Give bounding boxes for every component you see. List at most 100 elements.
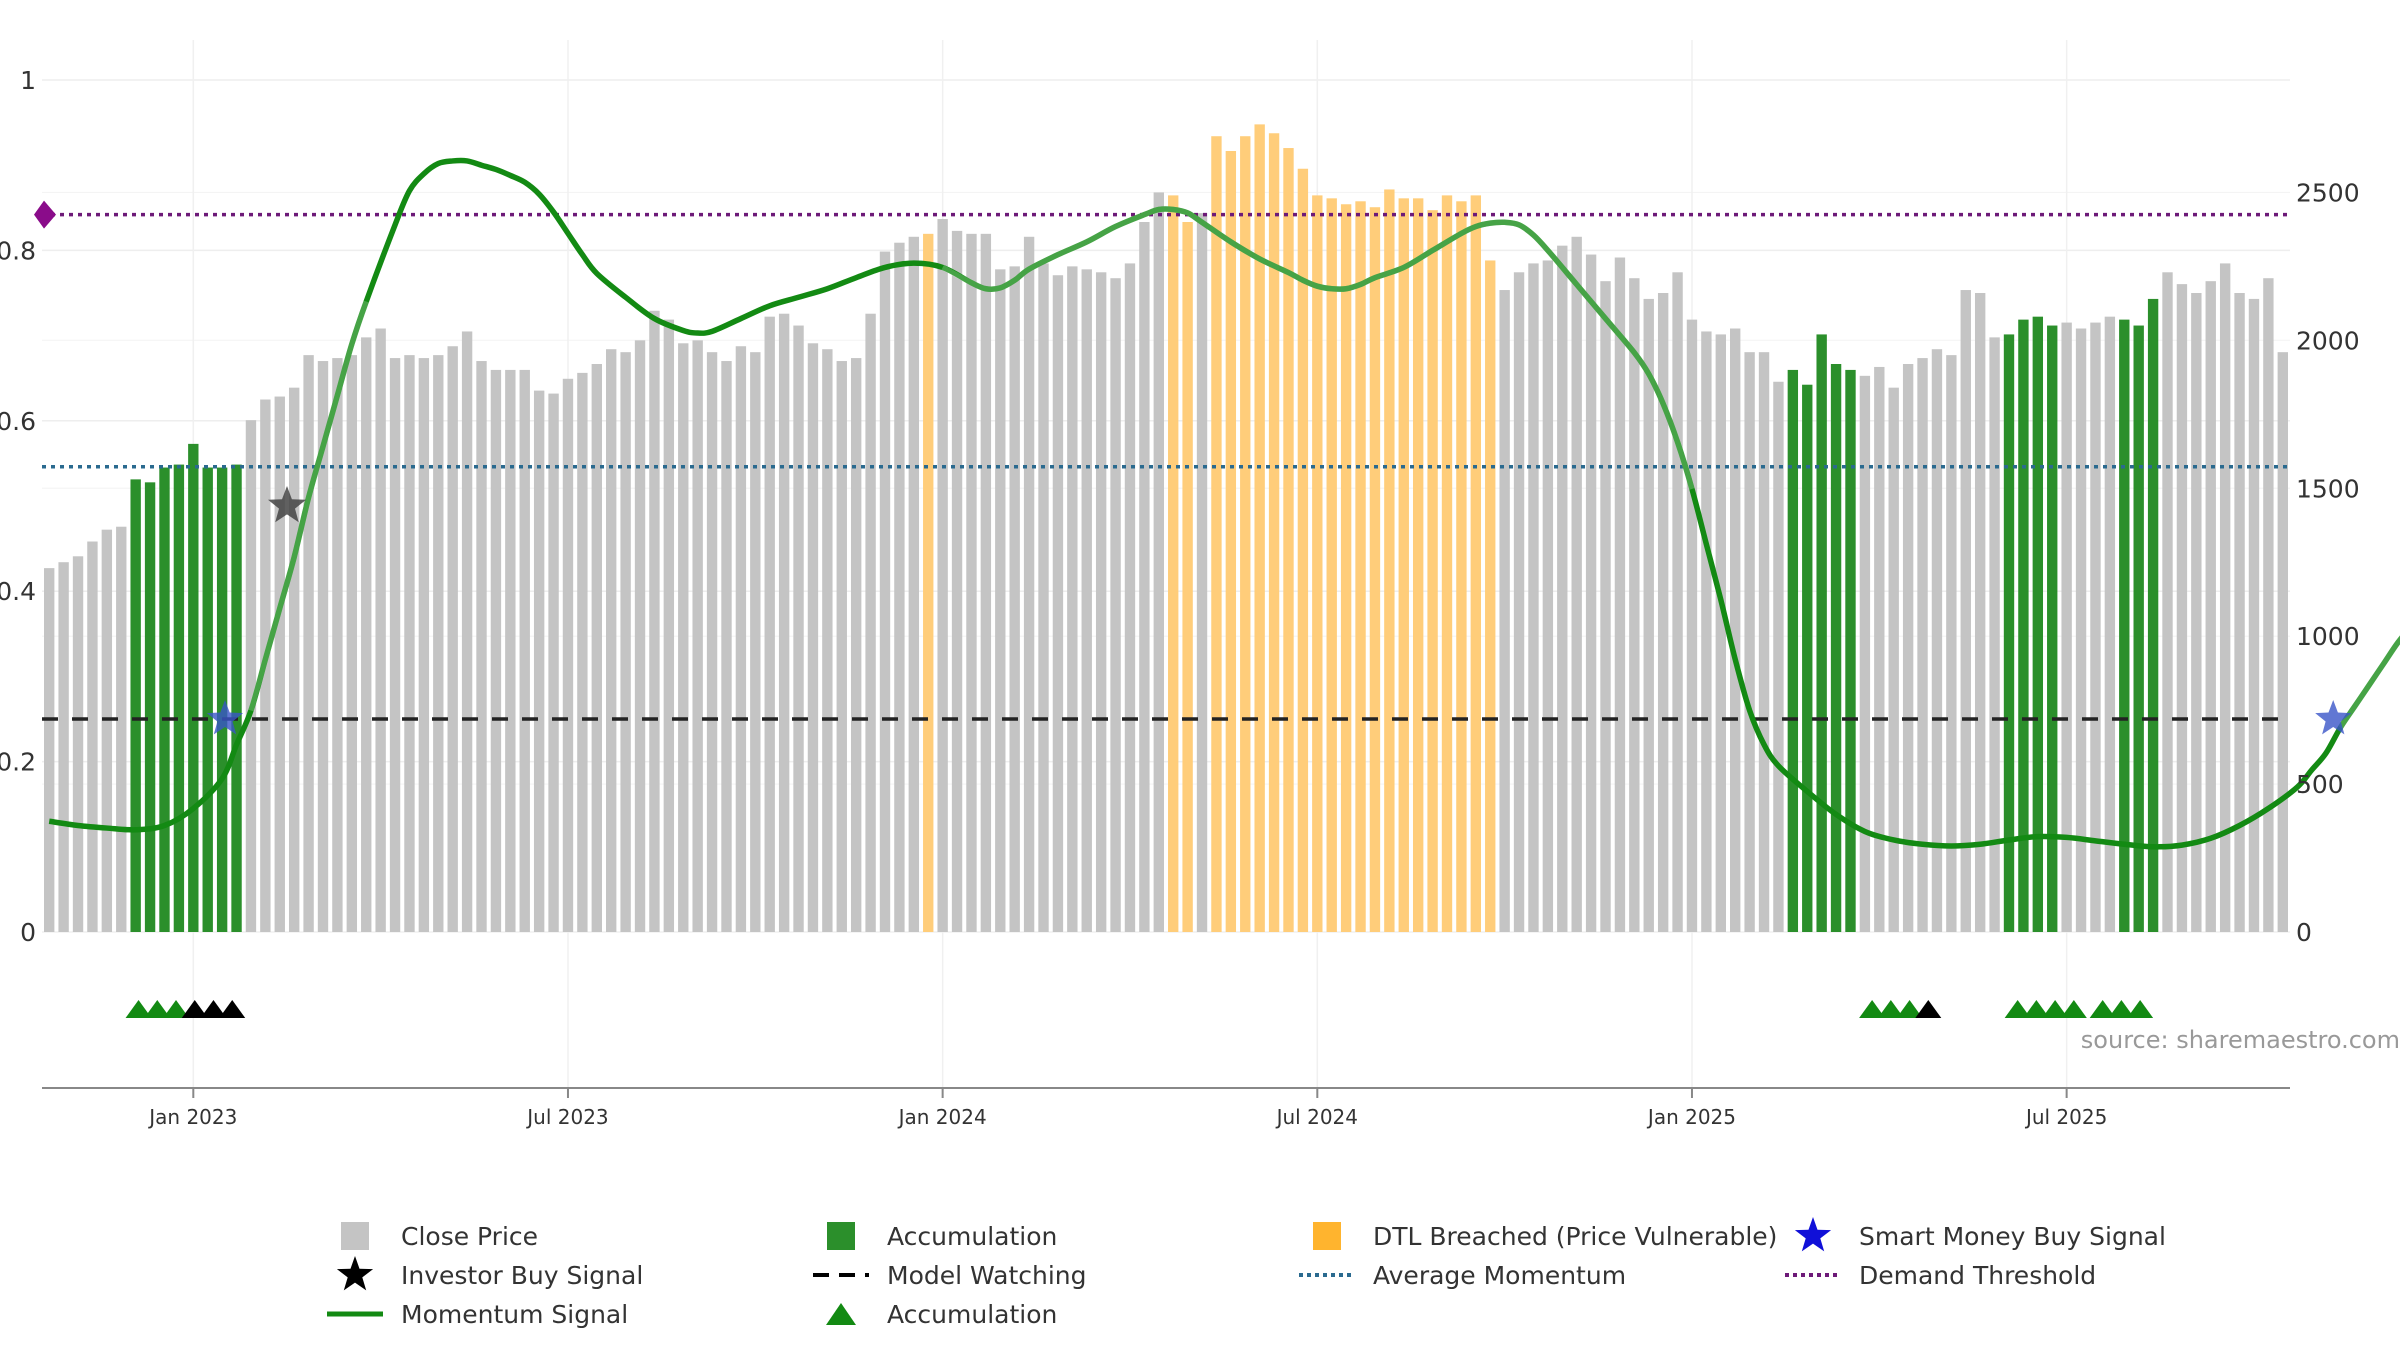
price-bar	[2219, 263, 2231, 933]
price-bar	[1196, 213, 1208, 932]
accumulation-triangle	[125, 1000, 152, 1018]
price-bar	[476, 361, 487, 933]
left-axis-tick-label: 0.4	[0, 577, 36, 606]
price-bar	[274, 396, 285, 933]
accumulation-triangle	[1915, 1000, 1942, 1018]
price-bar	[663, 319, 675, 932]
price-bar	[865, 313, 876, 932]
price-bar	[807, 343, 819, 933]
price-bar	[735, 346, 747, 932]
price-bar	[1312, 195, 1323, 932]
accumulation-triangle	[2108, 1000, 2135, 1018]
investor-buy-star	[268, 486, 306, 523]
price-bar	[1412, 198, 1424, 933]
price-bar	[2119, 319, 2130, 932]
price-bar	[1888, 387, 1899, 933]
demand-diamond-icon	[34, 200, 56, 229]
price-bar	[130, 479, 141, 932]
price-bar	[447, 346, 458, 932]
price-bar	[1355, 201, 1366, 932]
price-bar	[346, 355, 358, 932]
price-bar	[1701, 331, 1712, 932]
right-axis-tick-label: 2500	[2296, 178, 2360, 207]
price-bar	[1441, 195, 1453, 932]
price-bar	[822, 349, 833, 932]
price-bar	[2075, 328, 2087, 932]
price-bar	[1369, 207, 1381, 933]
price-bar	[1297, 168, 1309, 932]
price-bar	[951, 230, 963, 932]
price-bar	[44, 568, 55, 932]
accumulation-triangle	[2127, 1000, 2154, 1018]
price-bar	[1528, 263, 1539, 933]
price-bar	[490, 369, 502, 933]
price-bar	[606, 349, 617, 932]
price-bar	[1340, 204, 1352, 932]
price-bar	[2047, 325, 2058, 933]
price-bar	[1874, 366, 1885, 932]
price-bar	[519, 369, 530, 933]
price-bar	[2061, 322, 2072, 932]
momentum-line-group	[48, 157, 2400, 850]
right-axis-tick-label: 0	[2296, 918, 2312, 947]
price-bar	[1946, 355, 1957, 932]
price-bar	[1931, 349, 1943, 932]
price-bar	[2147, 298, 2159, 933]
price-bar	[1470, 195, 1482, 932]
price-bar	[173, 464, 185, 932]
left-axis-tick-label: 0.6	[0, 407, 36, 436]
price-bar	[245, 420, 257, 932]
price-bar	[1081, 269, 1092, 932]
source-label: source: sharemaestro.com	[2081, 1026, 2400, 1054]
price-bar	[505, 369, 516, 933]
price-bar	[303, 355, 314, 932]
accumulation-triangle	[2023, 1000, 2050, 1018]
price-bar	[1211, 136, 1222, 933]
price-bar	[649, 310, 660, 932]
x-axis-tick-label: Jul 2023	[525, 1105, 608, 1129]
price-bar	[764, 316, 775, 933]
price-bar	[87, 541, 98, 932]
price-bar	[1124, 263, 1136, 933]
close-price-bars	[44, 124, 2288, 933]
price-bar	[1989, 337, 2000, 932]
left-axis-tick-label: 0	[20, 918, 36, 947]
price-bar	[389, 358, 401, 932]
price-bar	[188, 443, 199, 932]
accumulation-markers	[125, 1000, 2154, 1018]
price-bar	[1816, 334, 1827, 933]
price-bar	[1773, 381, 1784, 932]
accumulation-triangle	[2089, 1000, 2116, 1018]
price-bar	[980, 233, 992, 933]
price-bar	[937, 219, 948, 932]
price-bar	[1240, 136, 1251, 933]
accumulation-triangle	[163, 1000, 190, 1018]
price-bar	[1917, 358, 1928, 932]
price-bar	[1038, 263, 1049, 933]
price-bar	[1845, 369, 1856, 933]
momentum-faded-segment	[248, 300, 369, 712]
x-axis-tick-label: Jul 2024	[1275, 1105, 1358, 1129]
price-bar	[1960, 290, 1971, 933]
price-bar	[202, 467, 213, 932]
price-bar	[706, 352, 718, 933]
right-axis-tick-label: 500	[2296, 770, 2344, 799]
price-bar	[1254, 124, 1265, 932]
right-axis-tick-label: 1000	[2296, 622, 2360, 651]
price-bar	[1139, 222, 1150, 932]
price-bar	[1283, 148, 1294, 932]
price-bar	[634, 340, 646, 932]
price-bar	[1067, 266, 1078, 932]
price-bar	[591, 364, 602, 932]
price-bar	[1268, 133, 1280, 932]
price-bar	[418, 358, 430, 932]
price-bar	[1168, 195, 1179, 932]
price-bar	[850, 358, 862, 932]
price-bar	[1629, 278, 1640, 932]
price-bar	[1859, 375, 1871, 932]
price-bar	[1225, 151, 1237, 932]
price-bar	[1585, 254, 1597, 932]
accumulation-triangle	[2060, 1000, 2087, 1018]
price-bar	[562, 378, 574, 933]
price-bar	[101, 529, 113, 932]
